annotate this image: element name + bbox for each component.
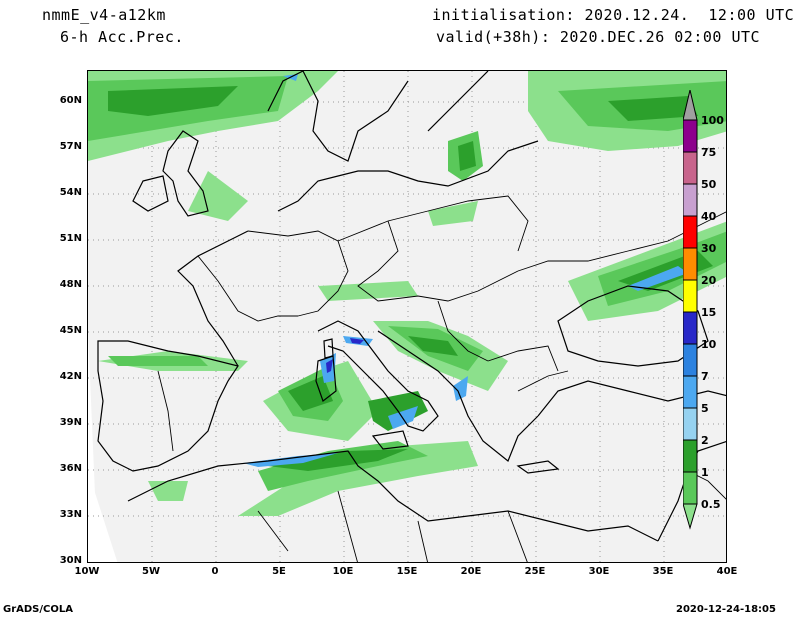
colorbar: [683, 90, 698, 530]
software-credit: GrADS/COLA: [3, 604, 73, 615]
lat-label: 39N: [59, 417, 82, 428]
legend-level: 100: [701, 114, 724, 127]
legend-level: 50: [701, 178, 717, 191]
valid-time: valid(+38h): 2020.DEC.26 02:00 UTC: [436, 28, 761, 46]
colorbar-top-triangle: [683, 90, 698, 121]
lon-label: 15E: [396, 566, 418, 577]
colorbar-segment-30-40: [683, 215, 698, 249]
legend-level: 40: [701, 210, 717, 223]
lon-label: 5W: [142, 566, 160, 577]
colorbar-segment-10-15: [683, 311, 698, 345]
borders: [157, 195, 726, 562]
legend-level: 2: [701, 434, 709, 447]
lon-label: 10W: [74, 566, 100, 577]
legend-level: 75: [701, 146, 717, 159]
map-canvas: [88, 71, 726, 562]
legend-level: 15: [701, 306, 717, 319]
lat-label: 45N: [59, 325, 82, 336]
lat-label: 48N: [59, 279, 82, 290]
lon-label: 5E: [272, 566, 286, 577]
lat-label: 36N: [59, 463, 82, 474]
coastlines: [97, 71, 726, 542]
render-timestamp: 2020-12-24-18:05: [676, 604, 776, 615]
colorbar-segment-7-10: [683, 343, 698, 377]
legend-level: 1: [701, 466, 709, 479]
legend-level: 20: [701, 274, 717, 287]
lat-label: 57N: [59, 141, 82, 152]
lon-label: 0: [211, 566, 219, 577]
legend-level: 30: [701, 242, 717, 255]
colorbar-segment-40-50: [683, 183, 698, 217]
colorbar-legend: 100 75 50 40 30 20 15 10 7 5 2 1 0.5: [683, 90, 724, 530]
colorbar-bottom-triangle: [683, 503, 698, 530]
colorbar-segment-2-5: [683, 407, 698, 441]
legend-level: 10: [701, 338, 717, 351]
model-name: nmmE_v4-a12km: [42, 6, 166, 24]
legend-level: 0.5: [701, 498, 721, 511]
legend-level: 5: [701, 402, 709, 415]
map-area: [87, 70, 727, 563]
lon-label: 10E: [332, 566, 354, 577]
lon-label: 20E: [460, 566, 482, 577]
lon-label: 40E: [716, 566, 738, 577]
colorbar-segment-75-100: [683, 119, 698, 153]
lat-label: 60N: [59, 95, 82, 106]
lon-label: 30E: [588, 566, 610, 577]
lat-label: 42N: [59, 371, 82, 382]
colorbar-segment-1-2: [683, 439, 698, 473]
colorbar-segment-5-7: [683, 375, 698, 409]
colorbar-segment-50-75: [683, 151, 698, 185]
field-name: 6-h Acc.Prec.: [60, 28, 184, 46]
lat-label: 51N: [59, 233, 82, 244]
colorbar-segment-0.5-1: [683, 471, 698, 505]
lon-label: 35E: [652, 566, 674, 577]
lat-label: 30N: [59, 555, 82, 566]
lat-label: 33N: [59, 509, 82, 520]
colorbar-segment-20-30: [683, 247, 698, 281]
legend-level: 7: [701, 370, 709, 383]
lon-label: 25E: [524, 566, 546, 577]
precip-dark-blue: [326, 338, 364, 373]
init-time: initialisation: 2020.12.24. 12:00 UTC: [432, 6, 795, 24]
lat-label: 54N: [59, 187, 82, 198]
colorbar-segment-15-20: [683, 279, 698, 313]
